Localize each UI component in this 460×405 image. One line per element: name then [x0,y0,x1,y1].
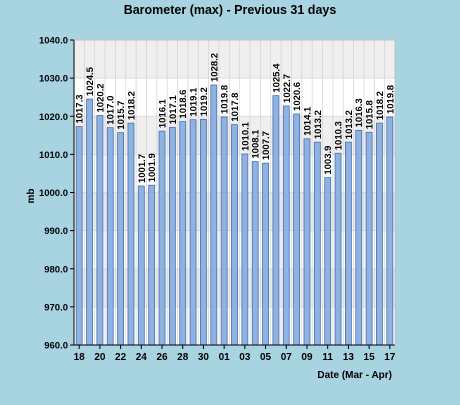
bar-value-label: 1008.1 [251,129,262,159]
x-tick-label: 30 [198,352,210,363]
x-tick-label: 20 [94,352,106,363]
y-tick-label: 1000.0 [39,188,68,199]
bar-value-label: 1015.7 [116,101,127,130]
x-tick-label: 15 [364,352,376,363]
bar [282,105,290,346]
bar-value-label: 1018.6 [178,90,189,119]
x-tick-label: 11 [322,352,333,363]
bar-value-label: 1022.7 [282,74,293,103]
bar-value-label: 1019.2 [199,87,210,116]
bar [386,116,394,346]
y-tick-label: 980.0 [44,264,68,275]
x-tick-label: 07 [281,352,293,363]
grid-band [74,40,395,79]
x-tick-label: 13 [343,352,355,363]
bar-value-label: 1013.2 [313,110,324,139]
x-tick-label: 22 [115,352,127,363]
bar [303,138,311,346]
bar [210,84,218,346]
y-tick-label: 990.0 [44,226,68,237]
bar [355,129,363,346]
bar-value-label: 1019.1 [189,87,200,117]
x-tick-label: 05 [260,352,272,363]
bar-value-label: 1015.8 [365,100,376,129]
bar-value-label: 1024.5 [85,66,96,96]
bar [376,122,383,346]
bar [117,132,124,346]
bar [168,126,176,346]
bar-value-label: 1020.6 [292,82,303,111]
y-tick-label: 1040.0 [39,36,68,47]
bar-value-label: 1018.2 [375,91,386,120]
bar-value-label: 1016.1 [158,98,169,128]
bar [179,121,187,346]
bar-value-label: 1019.8 [385,85,396,114]
y-tick-label: 960.0 [44,341,68,352]
bar [158,130,166,346]
x-tick-label: 03 [239,352,251,363]
bar [272,95,280,346]
bar [251,161,259,346]
bar-value-label: 1020.2 [95,83,106,112]
bar-value-label: 1017.1 [168,95,179,125]
bar [127,122,135,346]
bar-value-label: 1019.8 [220,85,231,114]
bar [262,162,269,346]
bar [334,152,342,346]
bar-value-label: 1017.0 [106,96,117,125]
bar [106,127,114,346]
bar [75,126,83,346]
bar-value-label: 1010.1 [240,121,251,151]
bar [200,118,207,346]
bar-value-label: 1013.2 [344,110,355,139]
bar [189,119,197,346]
bar [86,98,93,346]
bar [365,131,373,346]
bar [148,184,156,346]
y-tick-label: 970.0 [44,302,68,313]
x-tick-label: 17 [384,352,396,363]
bar-value-label: 1028.2 [209,53,220,82]
y-tick-label: 1010.0 [39,150,68,161]
x-tick-label: 18 [74,352,86,363]
chart-title: Barometer (max) - Previous 31 days [124,3,337,17]
y-tick-label: 1030.0 [39,74,68,85]
x-tick-label: 26 [156,352,168,363]
y-axis-label: mb [26,189,37,204]
x-tick-label: 09 [301,352,313,363]
bar-value-label: 1010.3 [334,121,345,150]
bar-value-label: 1001.9 [147,153,158,182]
bar-value-label: 1001.7 [137,154,148,183]
bar-value-label: 1018.2 [126,91,137,120]
x-tick-label: 28 [177,352,189,363]
x-tick-label: 24 [136,352,148,363]
x-axis-label: Date (Mar - Apr) [317,370,392,381]
bar [137,185,145,346]
bar [345,141,352,346]
bar [313,141,321,346]
bar [293,113,301,346]
bar-value-label: 1014.1 [302,106,313,136]
bar-value-label: 1025.4 [271,63,282,93]
bar [96,115,104,346]
bar-value-label: 1003.9 [323,146,334,175]
bar [220,116,228,346]
bar-value-label: 1016.3 [354,98,365,127]
bar-value-label: 1007.7 [261,131,272,160]
bar [324,177,332,346]
bar-value-label: 1017.8 [230,93,241,122]
bar [231,124,238,346]
bar-value-label: 1017.3 [75,94,86,123]
y-tick-label: 1020.0 [39,112,68,123]
bar [241,153,249,346]
x-tick-label: 01 [219,352,231,363]
